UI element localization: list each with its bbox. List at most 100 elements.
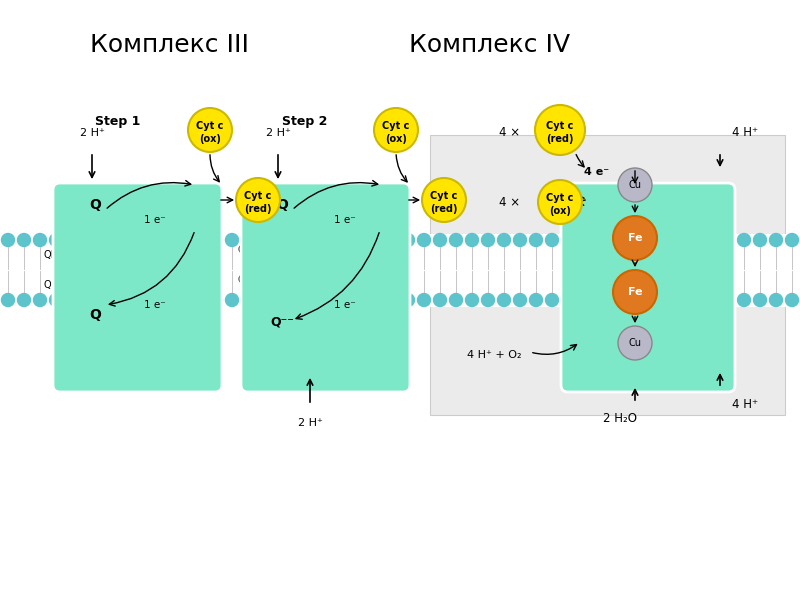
Text: Cyt c: Cyt c (196, 121, 224, 131)
Circle shape (610, 233, 622, 247)
Text: Cyt c: Cyt c (244, 191, 272, 201)
Circle shape (626, 233, 638, 247)
Text: 2 H⁺: 2 H⁺ (266, 128, 290, 138)
Circle shape (50, 233, 62, 247)
Circle shape (658, 233, 670, 247)
Circle shape (370, 233, 382, 247)
Circle shape (274, 293, 286, 307)
Circle shape (706, 293, 718, 307)
Circle shape (498, 293, 510, 307)
Circle shape (178, 293, 190, 307)
Text: (ox): (ox) (385, 134, 407, 144)
Circle shape (618, 326, 652, 360)
Circle shape (162, 233, 174, 247)
Circle shape (306, 293, 318, 307)
Circle shape (2, 293, 14, 307)
Circle shape (530, 293, 542, 307)
Bar (5, 233, 795, 307)
Circle shape (706, 233, 718, 247)
Text: 4 ×: 4 × (499, 125, 521, 139)
Circle shape (594, 293, 606, 307)
Text: Cu: Cu (629, 338, 642, 348)
Circle shape (114, 293, 126, 307)
Circle shape (482, 233, 494, 247)
Circle shape (386, 293, 398, 307)
Circle shape (18, 233, 30, 247)
Circle shape (188, 108, 232, 152)
Circle shape (562, 233, 574, 247)
Circle shape (226, 233, 238, 247)
Text: Cu: Cu (629, 180, 642, 190)
Text: QH₂: QH₂ (237, 245, 256, 255)
Text: 1 e⁻: 1 e⁻ (144, 215, 166, 225)
Circle shape (690, 293, 702, 307)
Text: 4 e⁻: 4 e⁻ (585, 167, 610, 177)
Circle shape (370, 293, 382, 307)
Circle shape (450, 233, 462, 247)
Text: (red): (red) (244, 204, 272, 214)
Circle shape (562, 293, 574, 307)
Text: Cyt c: Cyt c (382, 121, 410, 131)
Circle shape (18, 293, 30, 307)
Circle shape (162, 293, 174, 307)
Circle shape (82, 233, 94, 247)
Circle shape (674, 233, 686, 247)
Circle shape (450, 293, 462, 307)
Text: QH₂: QH₂ (44, 250, 63, 260)
Circle shape (34, 293, 46, 307)
Circle shape (146, 233, 158, 247)
Text: Комплекс IV: Комплекс IV (410, 33, 570, 57)
Circle shape (354, 233, 366, 247)
Circle shape (418, 233, 430, 247)
Circle shape (618, 168, 652, 202)
Text: Q⁻⁻: Q⁻⁻ (270, 316, 294, 329)
Circle shape (418, 293, 430, 307)
Text: QH₂: QH₂ (237, 275, 256, 285)
Circle shape (466, 293, 478, 307)
Circle shape (258, 293, 270, 307)
Text: (red): (red) (546, 134, 574, 144)
Circle shape (658, 293, 670, 307)
Circle shape (290, 233, 302, 247)
Circle shape (402, 293, 414, 307)
Text: Q: Q (44, 280, 52, 290)
Text: 2 H⁺: 2 H⁺ (298, 418, 322, 428)
Circle shape (290, 293, 302, 307)
Circle shape (434, 233, 446, 247)
Circle shape (338, 293, 350, 307)
Text: Cyt c: Cyt c (546, 193, 574, 203)
Circle shape (674, 293, 686, 307)
Circle shape (130, 233, 142, 247)
Circle shape (322, 293, 334, 307)
Circle shape (626, 293, 638, 307)
Text: 4 H⁺: 4 H⁺ (732, 125, 758, 139)
Circle shape (210, 233, 222, 247)
Circle shape (226, 293, 238, 307)
Circle shape (535, 105, 585, 155)
Circle shape (514, 233, 526, 247)
Circle shape (738, 293, 750, 307)
Text: Комплекс III: Комплекс III (90, 33, 250, 57)
Text: Cyt c: Cyt c (546, 121, 574, 131)
FancyBboxPatch shape (241, 183, 410, 392)
Circle shape (754, 293, 766, 307)
Circle shape (722, 293, 734, 307)
Circle shape (82, 293, 94, 307)
Text: 2 H⁺: 2 H⁺ (79, 128, 105, 138)
Circle shape (434, 293, 446, 307)
Circle shape (374, 108, 418, 152)
Text: 1 e⁻: 1 e⁻ (334, 300, 356, 310)
Circle shape (242, 233, 254, 247)
Text: 4 ×: 4 × (499, 196, 521, 208)
Circle shape (786, 233, 798, 247)
Circle shape (402, 233, 414, 247)
Circle shape (546, 233, 558, 247)
Text: 1 e⁻: 1 e⁻ (334, 215, 356, 225)
Circle shape (754, 233, 766, 247)
Circle shape (354, 293, 366, 307)
Circle shape (50, 293, 62, 307)
Text: (ox): (ox) (199, 134, 221, 144)
Circle shape (338, 233, 350, 247)
Circle shape (578, 293, 590, 307)
Circle shape (258, 233, 270, 247)
